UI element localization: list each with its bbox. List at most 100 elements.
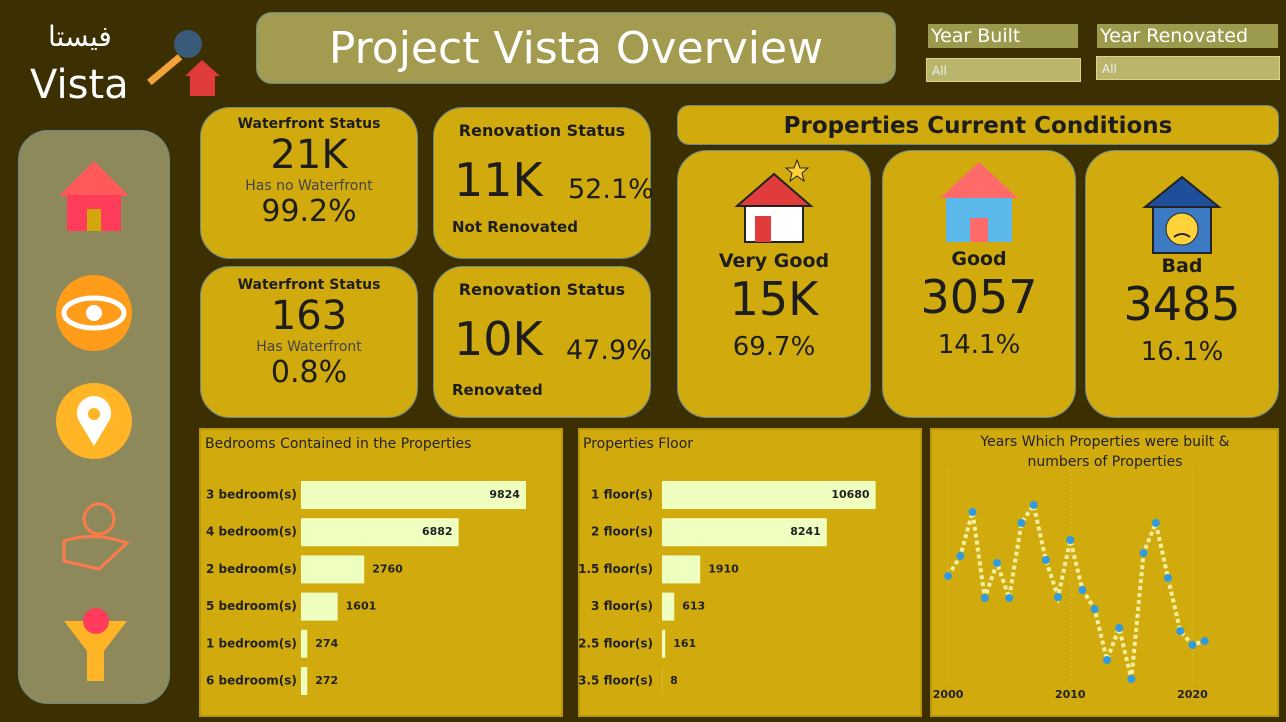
point xyxy=(1164,574,1173,582)
chart-title: Bedrooms Contained in the Properties xyxy=(205,436,472,452)
point xyxy=(1029,501,1038,509)
condition-value: 3057 xyxy=(920,270,1038,324)
condition-label: Very Good xyxy=(718,250,830,272)
kpi-tile: Renovation Status 10K 47.9% Renovated xyxy=(433,266,652,418)
kpi-caption: Has no Waterfront xyxy=(245,178,373,194)
kpi-caption: Not Renovated xyxy=(452,218,578,236)
point xyxy=(1054,593,1063,601)
kpi-caption: Has Waterfront xyxy=(256,339,362,355)
category-label: 2.5 floor(s) xyxy=(578,636,653,650)
category-label: 4 bedroom(s) xyxy=(206,525,297,539)
kpi-value: 10K xyxy=(454,312,543,366)
bar xyxy=(662,555,701,584)
logo-arabic: فيستا xyxy=(48,20,112,53)
value-label: 8241 xyxy=(790,525,821,538)
very-good-icon xyxy=(734,158,814,243)
kpi-percent: 0.8% xyxy=(270,355,348,390)
category-label: 2 bedroom(s) xyxy=(206,562,297,576)
bar xyxy=(301,555,365,584)
bar xyxy=(662,481,876,509)
section-title: Properties Current Conditions xyxy=(677,105,1279,145)
kpi-tile: Waterfront Status 163 Has Waterfront 0.8… xyxy=(200,266,418,418)
kpi-tile: Renovation Status 11K 52.1% Not Renovate… xyxy=(433,107,654,259)
point xyxy=(956,552,965,560)
point xyxy=(1188,641,1197,649)
category-label: 3 bedroom(s) xyxy=(206,488,297,502)
category-label: 6 bedroom(s) xyxy=(206,674,297,688)
x-tick-label: 2010 xyxy=(1055,688,1086,701)
value-label: 613 xyxy=(682,600,705,613)
point xyxy=(1115,624,1124,632)
bar xyxy=(301,629,308,658)
value-label: 10680 xyxy=(831,488,870,501)
condition-label: Bad xyxy=(1161,255,1203,277)
filter-icon[interactable] xyxy=(64,621,127,681)
point xyxy=(1017,519,1026,527)
point xyxy=(980,594,989,602)
point xyxy=(1139,549,1148,557)
category-label: 3.5 floor(s) xyxy=(578,674,653,688)
point xyxy=(1151,519,1160,527)
point xyxy=(1041,556,1050,564)
value-label: 272 xyxy=(315,674,338,687)
value-label: 2760 xyxy=(372,562,403,575)
chart-panel xyxy=(930,428,1279,717)
home-icon[interactable] xyxy=(59,161,129,196)
chart-title: Years Which Properties were built & numb… xyxy=(980,434,1230,470)
category-label: 1.5 floor(s) xyxy=(578,562,653,576)
condition-tile: Very Good 15K 69.7% xyxy=(677,150,871,418)
condition-value: 3485 xyxy=(1123,277,1241,331)
value-label: 9824 xyxy=(489,488,520,501)
point xyxy=(944,572,953,580)
point xyxy=(1090,605,1099,613)
value-label: 1601 xyxy=(346,600,377,613)
logo-icon xyxy=(147,30,220,96)
category-label: 3 floor(s) xyxy=(591,599,653,613)
condition-percent: 14.1% xyxy=(937,330,1021,360)
chart-panel xyxy=(199,428,563,717)
x-tick-label: 2020 xyxy=(1177,688,1208,701)
kpi-percent: 47.9% xyxy=(566,335,652,366)
value-label: 274 xyxy=(315,637,338,650)
bar xyxy=(662,629,666,658)
filter-label: Year Renovated xyxy=(1097,24,1278,48)
chart-title: Properties Floor xyxy=(583,436,694,452)
point xyxy=(1005,594,1014,602)
value-label: 6882 xyxy=(422,525,453,538)
chart-panel xyxy=(578,428,922,717)
bar xyxy=(301,518,459,547)
point xyxy=(1078,586,1087,594)
nav-icons xyxy=(56,161,132,681)
kpi-percent: 99.2% xyxy=(261,194,357,229)
kpi-title: Waterfront Status xyxy=(237,277,381,293)
condition-label: Good xyxy=(951,248,1007,270)
point xyxy=(1066,536,1075,544)
sidebar xyxy=(18,130,170,704)
line xyxy=(946,500,1206,680)
condition-percent: 69.7% xyxy=(732,332,816,362)
title: Project Vista Overview xyxy=(256,12,896,84)
x-tick-label: 2000 xyxy=(933,688,964,701)
category-label: 5 bedroom(s) xyxy=(206,599,297,613)
kpi-value: 21K xyxy=(270,132,348,178)
point xyxy=(992,559,1001,567)
point xyxy=(1102,656,1111,664)
kpi-tile: Waterfront Status 21K Has no Waterfront … xyxy=(200,107,418,259)
value-label: 1910 xyxy=(708,562,739,575)
category-label: 1 floor(s) xyxy=(591,488,653,502)
filter-select[interactable]: All xyxy=(1096,56,1280,80)
point xyxy=(1200,637,1209,645)
logo: Vista xyxy=(30,62,129,108)
kpi-title: Waterfront Status xyxy=(237,116,381,132)
kpi-caption: Renovated xyxy=(452,381,543,399)
value-label: 8 xyxy=(670,674,678,687)
point xyxy=(1127,675,1136,683)
filter-select[interactable]: All xyxy=(926,58,1081,82)
info-icon[interactable] xyxy=(82,502,116,536)
condition-tile: Good 3057 14.1% xyxy=(882,150,1076,418)
kpi-title: Renovation Status xyxy=(458,121,626,140)
filter-label: Year Built xyxy=(928,24,1078,48)
bar xyxy=(301,667,308,695)
